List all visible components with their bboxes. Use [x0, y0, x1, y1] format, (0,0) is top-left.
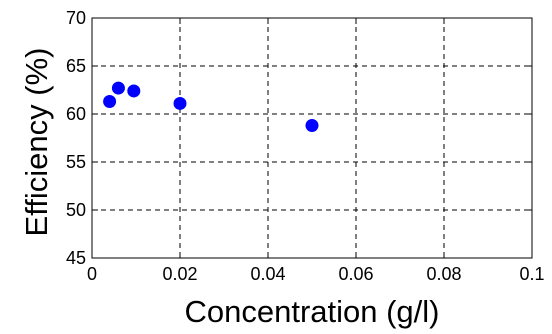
- y-tick-label: 60: [66, 104, 86, 124]
- grid-lines: [92, 18, 532, 258]
- plot-area: [91, 17, 533, 259]
- x-tick-label: 0: [87, 264, 97, 284]
- y-axis-label: Efficiency (%): [19, 48, 54, 237]
- x-tick-label: 0.04: [250, 264, 285, 284]
- y-tick-label: 70: [66, 8, 86, 28]
- y-tick-label: 65: [66, 56, 86, 76]
- data-points: [103, 81, 319, 133]
- y-tick-label: 50: [66, 200, 86, 220]
- x-tick-label: 0.02: [162, 264, 197, 284]
- x-tick-labels: 0 0.02 0.04 0.06 0.08 0.1: [87, 264, 545, 284]
- data-point: [103, 95, 117, 109]
- x-axis-label: Concentration (g/l): [184, 294, 439, 329]
- data-point: [305, 119, 319, 133]
- axis-ticks: [91, 17, 533, 259]
- y-tick-label: 55: [66, 152, 86, 172]
- data-point: [111, 81, 125, 95]
- x-tick-label: 0.08: [426, 264, 461, 284]
- x-tick-label: 0.06: [338, 264, 373, 284]
- y-tick-label: 45: [66, 248, 86, 268]
- data-point: [173, 96, 187, 110]
- y-tick-labels: 45 50 55 60 65 70: [66, 8, 86, 268]
- data-point: [127, 84, 141, 98]
- x-tick-label: 0.1: [519, 264, 544, 284]
